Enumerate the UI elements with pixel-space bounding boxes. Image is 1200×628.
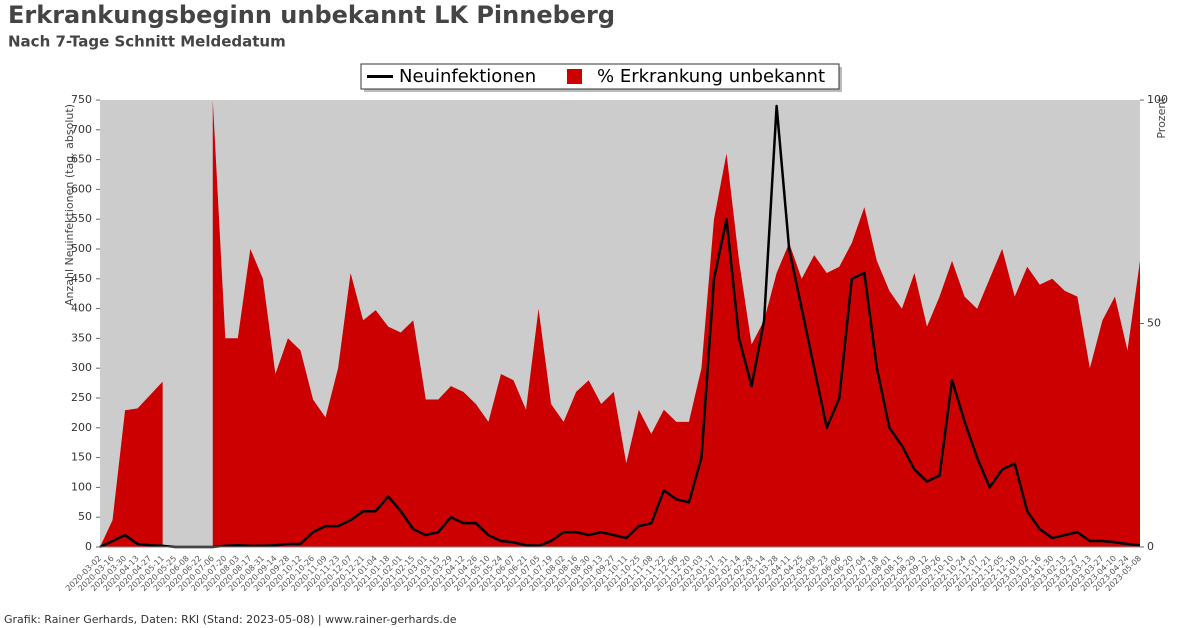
- line: [99, 104, 1141, 549]
- y-tick-label: 100: [71, 480, 92, 493]
- y-tick-label: 750: [71, 93, 92, 106]
- legend-swatch: [567, 69, 582, 84]
- legend-label: % Erkrankung unbekannt: [597, 66, 825, 87]
- y-tick-label: 200: [71, 421, 92, 434]
- y-tick-label: 250: [71, 391, 92, 404]
- legend: Neuinfektionen % Erkrankung unbekannt: [360, 63, 842, 92]
- y-tick-label: 450: [71, 272, 92, 285]
- y-tick-label: 350: [71, 331, 92, 344]
- area: [100, 381, 163, 547]
- y-tick-label: 700: [71, 123, 92, 136]
- footer: Grafik: Rainer Gerhards, Daten: RKI (Sta…: [4, 613, 457, 626]
- y-tick-label: 650: [71, 153, 92, 166]
- y-tick-label: 550: [71, 212, 92, 225]
- y-tick-label: 0: [85, 540, 92, 553]
- y2-tick-label: 100: [1147, 93, 1168, 106]
- y-tick-label: 300: [71, 361, 92, 374]
- y2-tick-label: 50: [1147, 317, 1161, 330]
- y-axis-label: Anzahl Neuinfektionen (tag. absolut): [63, 104, 76, 306]
- area: [212, 100, 1140, 547]
- y2-axis-label: Prozent: [1155, 97, 1168, 139]
- y-tick-label: 400: [71, 302, 92, 315]
- legend-label: Neuinfektionen: [399, 66, 536, 87]
- chart-subtitle: Nach 7-Tage Schnitt Meldedatum: [8, 33, 286, 51]
- y2-tick-label: 0: [1147, 540, 1154, 553]
- y-tick-label: 500: [71, 242, 92, 255]
- y-tick-label: 600: [71, 182, 92, 195]
- y-tick-label: 50: [78, 510, 92, 523]
- chart-title: Erkrankungsbeginn unbekannt LK Pinneberg: [8, 1, 615, 29]
- y-tick-label: 150: [71, 451, 92, 464]
- legend-box: [360, 63, 840, 90]
